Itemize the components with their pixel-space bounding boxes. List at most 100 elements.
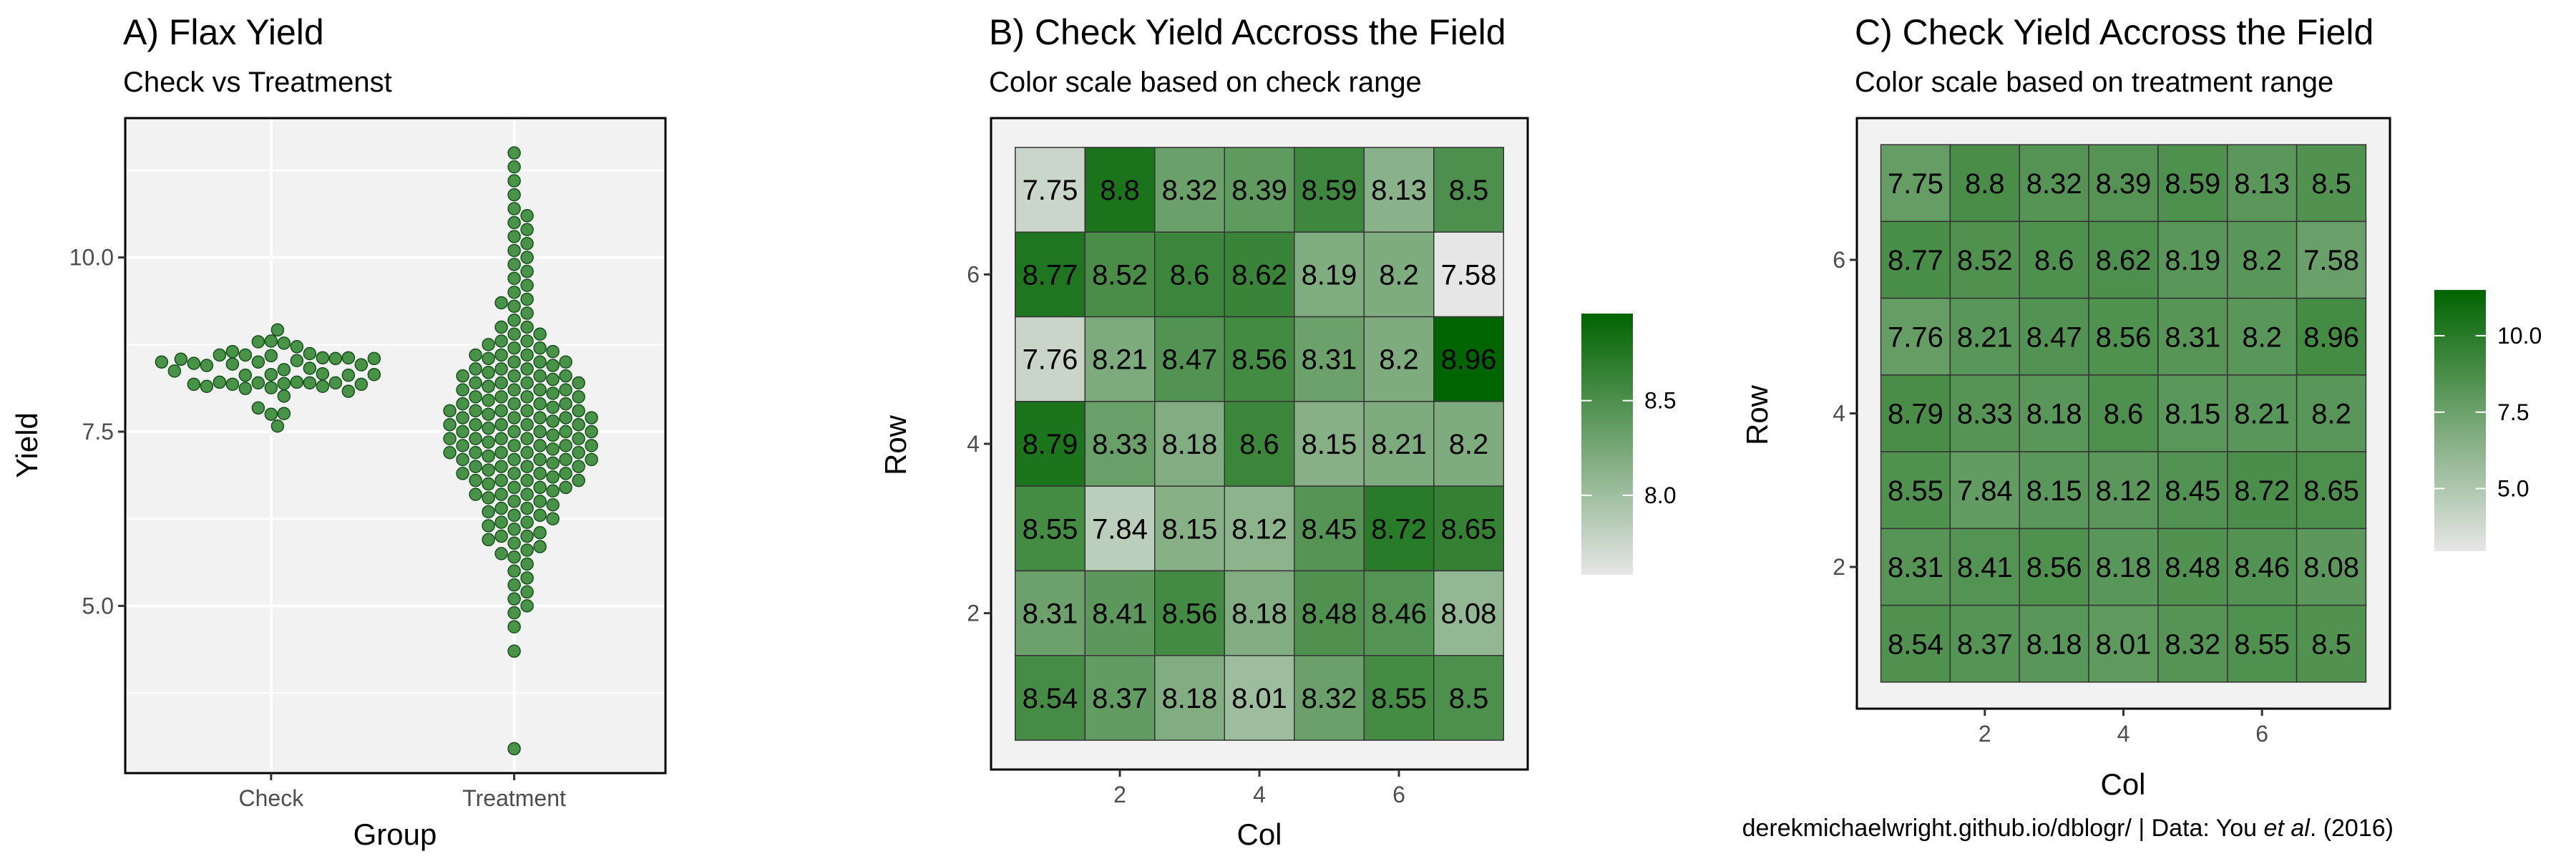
c-cell	[1880, 144, 1951, 223]
b-cell-label: 8.08	[1441, 598, 1497, 630]
c-cell-label: 8.21	[1957, 321, 2013, 353]
panel-a-point	[238, 368, 253, 382]
b-cell-label: 8.2	[1379, 259, 1419, 291]
panel-a-point	[585, 439, 598, 452]
panel-a-point	[456, 424, 469, 439]
panel-a-xtick-label: Check	[238, 785, 304, 811]
panel-a-point	[225, 357, 240, 371]
panel-a-point	[456, 411, 469, 424]
c-cell-label: 8.55	[2234, 629, 2290, 660]
panel-a-point	[251, 401, 265, 415]
panel-a-point	[520, 376, 534, 390]
c-cell-label: 8.6	[2034, 245, 2074, 276]
panel-a-point	[520, 334, 534, 348]
panel-c-axes: 2 4 6 2 4 6	[1833, 247, 2268, 747]
c-cell-label: 8.46	[2234, 552, 2290, 583]
panel-a-point	[507, 536, 521, 550]
b-cell	[1294, 231, 1365, 318]
b-cell	[1294, 401, 1365, 487]
b-cell	[1015, 485, 1085, 572]
b-cell	[1015, 316, 1085, 402]
panel-a-point	[520, 306, 534, 320]
panel-a-point	[290, 375, 304, 389]
b-cell	[1363, 401, 1435, 487]
panel-a-point	[520, 529, 534, 543]
panel-a-ylabel: Yield	[10, 412, 44, 478]
panel-a-point	[520, 390, 534, 404]
c-cell-label: 8.45	[2165, 475, 2220, 507]
b-cell	[1015, 231, 1085, 318]
panel-a-point	[270, 323, 285, 337]
b-cell	[1363, 655, 1435, 741]
panel-a-point	[585, 424, 598, 439]
panel-a-point	[155, 355, 169, 369]
panel-a-point	[520, 278, 534, 292]
panel-a-point	[546, 484, 560, 498]
caption-text: derekmichaelwright.github.io/dblogr/ | D…	[1742, 815, 2264, 842]
c-cell-label: 8.79	[1888, 399, 1943, 430]
b-cell-label: 8.33	[1092, 429, 1148, 460]
panel-a-point	[494, 362, 508, 376]
c-legend-bar	[2434, 290, 2486, 551]
panel-a-point	[585, 411, 598, 424]
b-cell-label: 8.55	[1371, 683, 1427, 714]
panel-a-point	[507, 314, 521, 327]
panel-a-point	[494, 296, 508, 310]
panel-c-subtitle: Color scale based on treatment range	[1855, 67, 2333, 98]
panel-a-point	[533, 525, 547, 540]
panel-c-heatmap-cells: 7.75 8.8 8.32 8.39 8.59 8.13 8.5 8.77 8.52 8.6 8.6…	[1880, 144, 2367, 683]
panel-a-point	[507, 644, 521, 658]
b-cell	[1224, 655, 1295, 741]
b-cell-label: 8.45	[1302, 513, 1357, 545]
panel-a-point	[520, 571, 534, 585]
c-cell-label: 8.32	[2165, 629, 2220, 660]
panel-a-point	[482, 351, 495, 366]
c-cell	[2227, 528, 2298, 606]
panel-a-point	[546, 498, 560, 512]
panel-a-point	[520, 320, 534, 334]
panel-a-point	[507, 523, 521, 536]
panel-a-point	[520, 223, 534, 236]
panel-a-point	[482, 435, 495, 449]
b-cell	[1224, 485, 1295, 572]
panel-a-ytick-label: 7.5	[82, 419, 114, 445]
b-cell-label: 8.2	[1449, 429, 1489, 460]
panel-a-point	[225, 377, 240, 392]
panel-a-point	[494, 515, 508, 529]
c-cell-label: 8.15	[2165, 399, 2220, 430]
panel-a-point	[456, 369, 469, 383]
panel-a-point	[546, 344, 560, 359]
b-cell	[1224, 316, 1295, 402]
c-cell-label: 8.47	[2026, 321, 2082, 353]
b-cell	[1433, 147, 1504, 233]
b-cell-label: 8.15	[1162, 513, 1218, 545]
panel-a-point	[507, 286, 521, 299]
panel-a-point	[559, 397, 572, 411]
panel-a-point	[494, 529, 508, 543]
panel-a-point	[507, 578, 521, 592]
b-cell-label: 8.6	[1239, 429, 1279, 460]
panel-a-point	[494, 487, 508, 501]
c-cell-label: 8.54	[1888, 629, 1943, 660]
panel-a-point	[494, 320, 508, 334]
c-cell	[2296, 297, 2367, 376]
panel-b-heatmap-cells: 7.75 8.8 8.32 8.39 8.59 8.13 8.5 8.77 8.52 8.6 8.6…	[1015, 147, 1504, 741]
panel-a-point	[469, 376, 482, 390]
panel-a-point	[482, 519, 495, 533]
b-cell-label: 8.21	[1092, 344, 1148, 376]
panel-a-point	[507, 397, 521, 411]
b-cell-label: 8.2	[1379, 344, 1419, 376]
panel-a-point	[482, 491, 495, 505]
b-cell-label: 8.5	[1449, 175, 1489, 206]
panel-a-points	[155, 146, 598, 756]
b-cell	[1363, 316, 1435, 402]
panel-c-title: C) Check Yield Accross the Field	[1855, 12, 2373, 52]
c-cell	[2019, 451, 2089, 530]
c-cell-label: 7.58	[2303, 245, 2359, 276]
panel-a: A) Flax Yield Check vs Treatmenst 5.0 7.5…	[10, 12, 667, 851]
caption-suffix: . (2016)	[2310, 815, 2394, 842]
panel-a-point	[533, 480, 547, 495]
panel-a-point	[469, 487, 482, 501]
b-cell	[1294, 570, 1365, 656]
b-xtick-label: 2	[1113, 782, 1126, 807]
